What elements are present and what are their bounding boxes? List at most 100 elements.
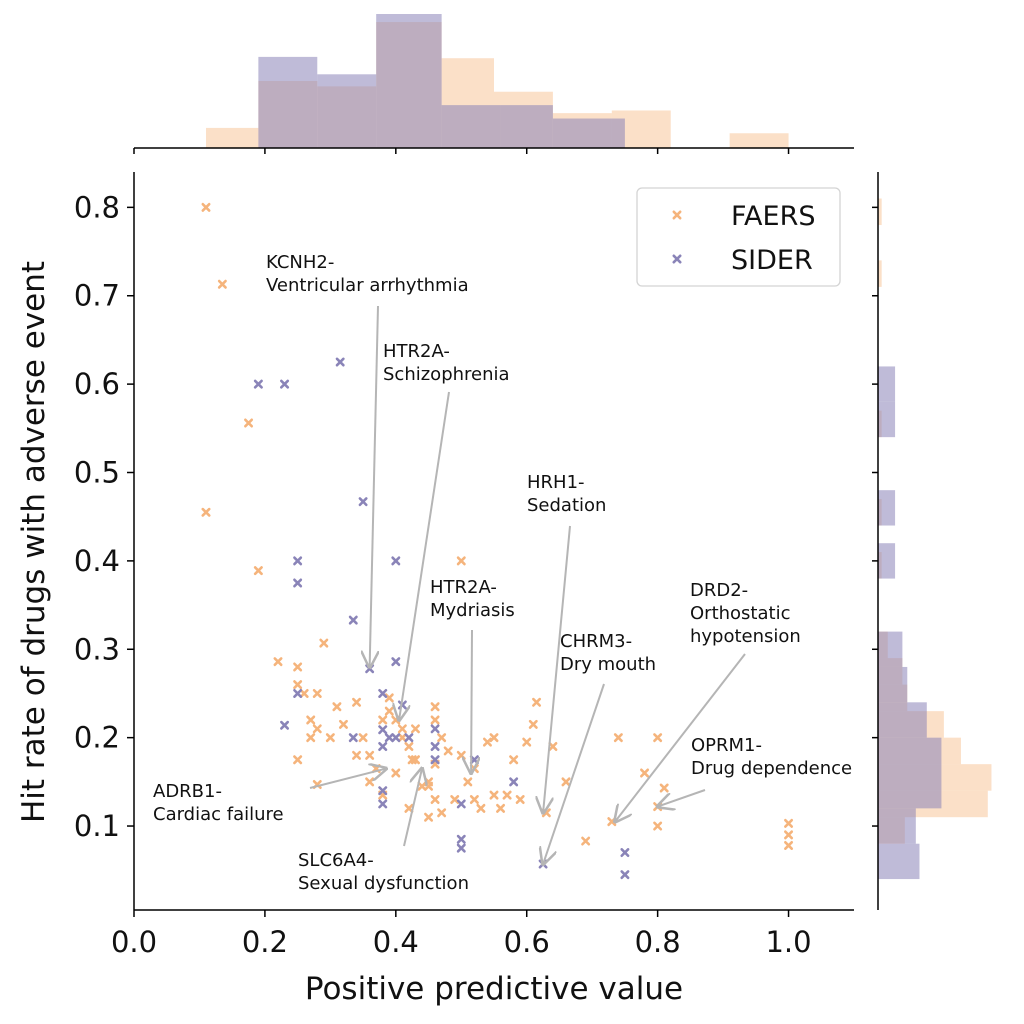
annotation-arrow bbox=[399, 391, 450, 720]
point-faers bbox=[653, 733, 663, 743]
point-sider bbox=[280, 379, 290, 389]
x-hist-bar-sider bbox=[441, 105, 501, 148]
y-tick-label: 0.3 bbox=[74, 632, 120, 666]
y-hist-bar-sider bbox=[878, 808, 916, 844]
annotation-label: SLC6A4-Sexual dysfunction bbox=[298, 850, 469, 894]
annotation-arrow bbox=[543, 525, 571, 813]
point-faers bbox=[332, 702, 342, 712]
point-faers bbox=[391, 715, 401, 725]
x-hist-bar-faers bbox=[206, 127, 259, 148]
point-faers bbox=[463, 777, 473, 787]
annotation-label: ADRB1-Cardiac failure bbox=[153, 781, 284, 825]
point-faers bbox=[456, 556, 466, 566]
y-hist-bar-sider bbox=[878, 401, 896, 438]
point-faers bbox=[384, 706, 394, 716]
point-faers bbox=[299, 688, 309, 698]
y-hist-bar-sider bbox=[878, 843, 920, 880]
point-faers bbox=[365, 750, 375, 760]
point-faers bbox=[515, 795, 525, 805]
point-faers bbox=[784, 830, 794, 840]
y-hist-bar-sider bbox=[878, 543, 896, 579]
point-faers bbox=[306, 715, 316, 725]
point-faers bbox=[397, 724, 407, 734]
annotation-label: HTR2A-Schizophrenia bbox=[383, 341, 510, 385]
point-faers bbox=[397, 733, 407, 743]
point-faers bbox=[784, 840, 794, 850]
point-sider bbox=[620, 848, 630, 858]
x-hist-bar-sider bbox=[552, 118, 625, 148]
point-faers bbox=[522, 737, 532, 747]
x-tick-label: 1.0 bbox=[765, 925, 811, 959]
annotation-arrow bbox=[543, 683, 605, 864]
y-hist-bar-sider bbox=[878, 490, 896, 526]
y-hist-bar-faers bbox=[878, 198, 882, 226]
point-faers bbox=[430, 795, 440, 805]
point-sider bbox=[509, 777, 519, 787]
point-faers bbox=[613, 733, 623, 743]
point-faers bbox=[244, 418, 254, 428]
point-faers bbox=[365, 777, 375, 787]
legend-box bbox=[636, 187, 841, 287]
point-faers bbox=[476, 803, 486, 813]
point-sider bbox=[430, 724, 440, 734]
annotation-arrow bbox=[309, 769, 386, 789]
point-faers bbox=[358, 733, 368, 743]
point-faers bbox=[581, 836, 591, 846]
point-faers bbox=[352, 697, 362, 707]
point-faers bbox=[312, 688, 322, 698]
x-hist-bar-sider bbox=[500, 105, 553, 148]
point-sider bbox=[348, 615, 358, 625]
point-faers bbox=[306, 733, 316, 743]
point-faers bbox=[430, 702, 440, 712]
annotation-label: HTR2A-Mydriasis bbox=[430, 577, 515, 621]
point-faers bbox=[489, 790, 499, 800]
legend-marker-faers bbox=[672, 210, 682, 220]
y-tick-label: 0.1 bbox=[74, 809, 120, 843]
annotation-arrow bbox=[615, 653, 746, 822]
point-faers bbox=[437, 808, 447, 818]
point-faers bbox=[201, 202, 211, 212]
point-faers bbox=[410, 724, 420, 734]
annotation-label: CHRM3-Dry mouth bbox=[560, 631, 656, 675]
y-tick-label: 0.7 bbox=[74, 279, 120, 313]
x-hist-bar-sider bbox=[258, 56, 318, 148]
y-hist-bar-faers bbox=[878, 260, 882, 287]
y-tick-label: 0.8 bbox=[74, 190, 120, 224]
x-hist-bar-sider bbox=[317, 74, 377, 148]
x-axis-title: Positive predictive value bbox=[305, 971, 683, 1007]
point-sider bbox=[430, 755, 440, 765]
main-axes: 0.0 0.2 0.4 0.6 0.8 1.0 0.1 0.2 0.3 0.4 0.5 0.6 0.7 0… bbox=[74, 172, 854, 959]
point-faers bbox=[430, 715, 440, 725]
annotation-arrow bbox=[370, 305, 378, 667]
x-marginal-histogram bbox=[133, 14, 854, 154]
point-sider bbox=[620, 870, 630, 880]
point-faers bbox=[384, 693, 394, 703]
point-sider bbox=[348, 733, 358, 743]
point-faers bbox=[443, 746, 453, 756]
point-sider bbox=[358, 497, 368, 507]
point-sider bbox=[293, 688, 303, 698]
y-hist-bar-sider bbox=[878, 773, 942, 809]
point-faers bbox=[273, 657, 283, 667]
point-sider bbox=[430, 741, 440, 751]
y-hist-bar-sider bbox=[878, 631, 903, 667]
point-faers bbox=[489, 733, 499, 743]
point-sider bbox=[456, 843, 466, 853]
point-faers bbox=[509, 755, 519, 765]
x-tick-label: 0.2 bbox=[242, 925, 288, 959]
point-sider bbox=[378, 725, 388, 735]
y-axis-title: Hit rate of drugs with adverse event bbox=[16, 261, 52, 823]
point-sider bbox=[378, 688, 388, 698]
x-tick-label: 0.4 bbox=[373, 925, 419, 959]
point-faers bbox=[482, 737, 492, 747]
point-faers bbox=[417, 781, 427, 791]
point-faers bbox=[496, 803, 506, 813]
point-sider bbox=[378, 799, 388, 809]
x-tick-label: 0.0 bbox=[111, 925, 157, 959]
point-faers bbox=[325, 733, 335, 743]
point-faers bbox=[201, 507, 211, 517]
y-tick-label: 0.2 bbox=[74, 721, 120, 755]
x-tick-label: 0.8 bbox=[635, 925, 681, 959]
point-faers bbox=[293, 680, 303, 690]
